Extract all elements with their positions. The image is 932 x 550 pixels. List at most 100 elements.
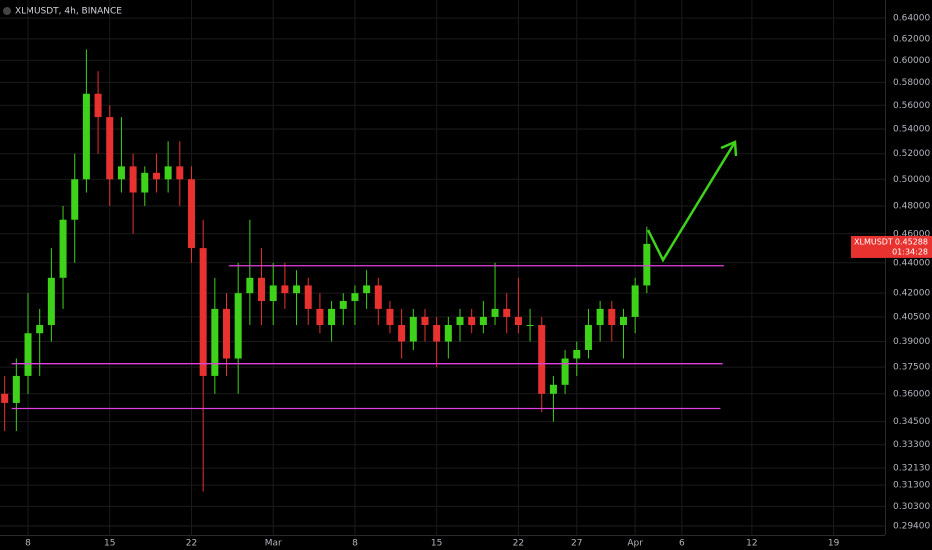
candle-body	[561, 358, 569, 385]
y-tick-label: 0.40500	[893, 312, 930, 322]
y-tick-label: 0.30300	[893, 502, 930, 512]
candle-body	[187, 179, 195, 249]
candle-body	[246, 277, 254, 294]
candle-body	[643, 243, 651, 286]
x-tick-label: 6	[679, 539, 685, 549]
x-tick-label: 15	[431, 539, 442, 549]
candle-body	[304, 285, 312, 309]
price-label-symbol: XLMUSDT	[854, 237, 893, 246]
y-tick-label: 0.42000	[893, 289, 930, 299]
chart-title: XLMUSDT, 4h, BINANCE	[15, 7, 122, 17]
y-tick-label: 0.37500	[893, 363, 930, 373]
y-tick-label: 0.32130	[893, 464, 930, 474]
candle-body	[363, 285, 371, 294]
candle-body	[223, 308, 231, 359]
y-tick-label: 0.58000	[893, 78, 930, 88]
candle-body	[293, 285, 301, 294]
price-label-value: 0.45288	[895, 237, 928, 246]
x-tick-label: 19	[828, 539, 840, 549]
x-tick-label: 8	[25, 539, 31, 549]
candle-body	[82, 93, 90, 180]
candle-body	[503, 308, 511, 317]
candle-body	[479, 316, 487, 326]
y-tick-label: 0.48000	[893, 201, 930, 211]
candle-body	[351, 293, 359, 301]
y-tick-label: 0.44000	[893, 258, 930, 268]
y-tick-label: 0.29400	[893, 522, 930, 532]
candle-body	[281, 285, 289, 294]
candle-body	[596, 308, 604, 326]
candle-body	[398, 325, 406, 342]
arrow	[646, 141, 737, 263]
candle-body	[386, 308, 394, 326]
price-label-countdown: 01:34:28	[892, 247, 928, 256]
candle-body	[71, 179, 79, 220]
candle-body	[573, 349, 581, 359]
candle-body	[456, 316, 464, 326]
candle-body	[316, 308, 324, 326]
candle-body	[538, 325, 546, 394]
candle-body	[1, 393, 9, 403]
y-tick-label: 0.33300	[893, 440, 930, 450]
candle-body	[491, 308, 499, 317]
candle-body	[47, 277, 55, 326]
y-tick-label: 0.64000	[893, 14, 930, 24]
y-tick-label: 0.34500	[893, 417, 930, 427]
y-tick-label: 0.54000	[893, 125, 930, 135]
candle-body	[12, 375, 20, 403]
y-tick-label: 0.39000	[893, 337, 930, 347]
candle-body	[59, 219, 67, 278]
candle-body	[94, 93, 102, 118]
candle-body	[608, 308, 616, 326]
candle-body	[619, 316, 627, 326]
x-tick-label: 15	[104, 539, 115, 549]
candle-body	[164, 166, 172, 180]
candle-body	[211, 308, 219, 376]
candle-body	[106, 117, 114, 180]
candle-body	[549, 384, 557, 394]
x-tick-label: 8	[352, 539, 358, 549]
x-tick-label: 12	[746, 539, 757, 549]
candle-body	[234, 293, 242, 359]
y-tick-label: 0.46000	[893, 229, 930, 239]
x-tick-label: Mar	[265, 539, 282, 549]
candle-body	[152, 172, 160, 180]
candle-body	[631, 285, 639, 317]
y-tick-label: 0.56000	[893, 101, 930, 111]
arrow-head	[720, 140, 738, 157]
candle-body	[444, 325, 452, 342]
x-tick-label: 22	[186, 539, 197, 549]
candle-body	[199, 248, 207, 376]
candle-body	[514, 316, 522, 326]
x-tick-label: 27	[571, 539, 582, 549]
candle-body	[24, 333, 32, 376]
candle-body	[258, 277, 266, 301]
y-tick-label: 0.52000	[893, 149, 930, 159]
candle-body	[176, 166, 184, 180]
symbol-icon	[3, 7, 11, 15]
candle-body	[129, 166, 137, 193]
price-label-box	[851, 235, 932, 258]
candle-body	[409, 316, 417, 342]
candle-body	[36, 325, 44, 334]
y-tick-label: 0.50000	[893, 175, 930, 185]
candle-body	[526, 325, 534, 327]
candle-body	[141, 172, 149, 193]
candle-body	[421, 316, 429, 326]
candle-body	[433, 325, 441, 342]
candle-body	[584, 325, 592, 350]
x-tick-label: Apr	[627, 539, 643, 549]
candle-body	[468, 316, 476, 326]
candle-body	[339, 300, 347, 309]
candle-body	[328, 308, 336, 326]
candle-body	[269, 285, 277, 301]
candle-body	[117, 166, 125, 180]
candle-body	[374, 285, 382, 309]
y-tick-label: 0.62000	[893, 34, 930, 44]
y-tick-label: 0.31300	[893, 481, 930, 491]
y-tick-label: 0.36000	[893, 389, 930, 399]
x-tick-label: 22	[513, 539, 524, 549]
y-tick-label: 0.60000	[893, 56, 930, 66]
